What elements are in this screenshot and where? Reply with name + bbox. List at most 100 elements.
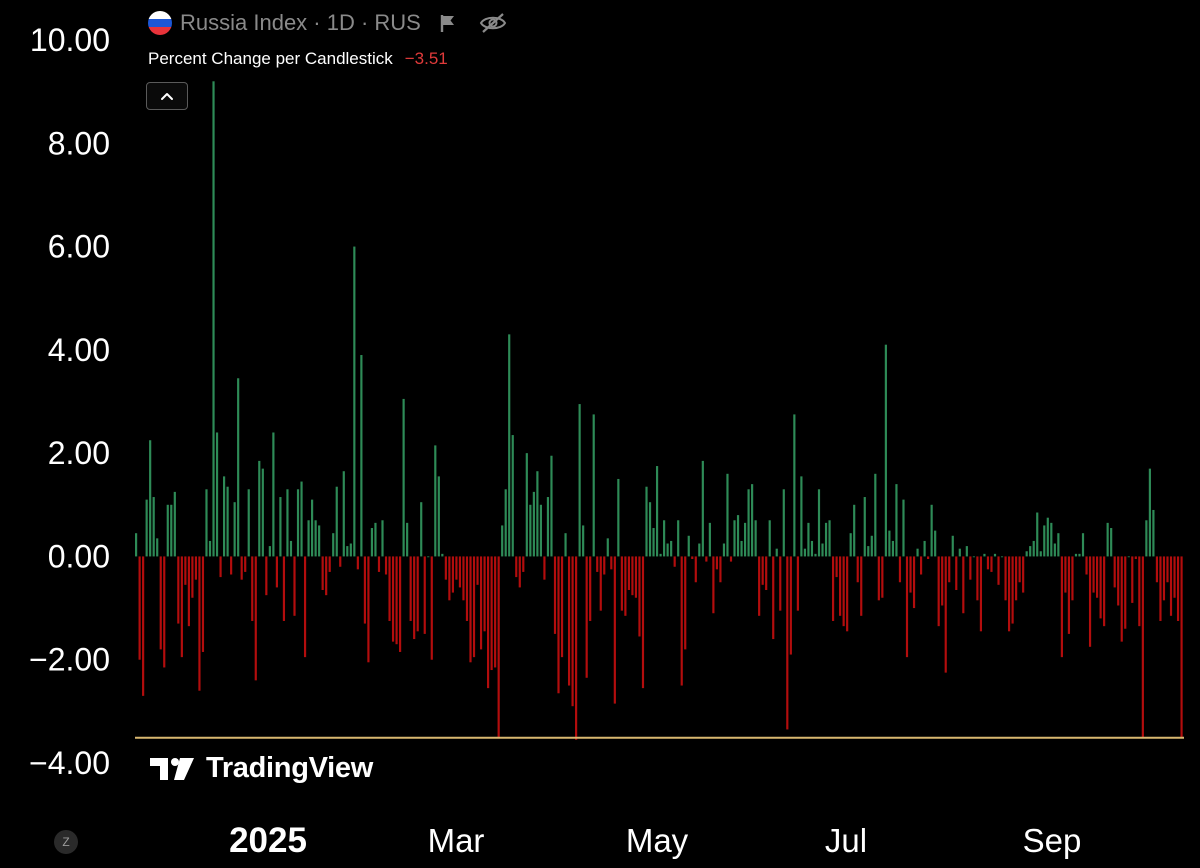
bar [624, 556, 627, 616]
bar [803, 548, 807, 557]
bar [511, 435, 514, 557]
bar [701, 460, 704, 557]
bar [1050, 522, 1053, 557]
bar [789, 556, 792, 655]
indicator-legend[interactable]: Percent Change per Candlestick −3.51 [148, 49, 448, 69]
zoom-badge[interactable]: Z [54, 830, 78, 854]
collapse-legend-button[interactable] [146, 82, 188, 110]
bar [687, 535, 690, 557]
bar-series [135, 81, 1183, 740]
bar [247, 489, 250, 557]
bar [927, 556, 930, 560]
bar [159, 556, 162, 650]
bar [666, 543, 669, 557]
bar [965, 546, 968, 557]
bar [1046, 517, 1049, 557]
bar [462, 556, 465, 601]
symbol-title[interactable]: Russia Index · 1D · RUS [180, 10, 421, 35]
bar [1148, 468, 1151, 557]
bar [603, 556, 606, 575]
bar [413, 556, 416, 640]
bar [620, 556, 623, 611]
bar [916, 548, 919, 557]
bar [156, 538, 159, 557]
bar [219, 556, 222, 578]
bar [455, 556, 458, 580]
bar [525, 453, 528, 557]
bar [437, 476, 440, 557]
bar [1060, 556, 1063, 658]
x-tick-label: May [626, 822, 689, 859]
bar [205, 489, 208, 557]
bar [1081, 533, 1085, 557]
bar [634, 556, 638, 598]
bar [761, 556, 764, 585]
bar [230, 556, 233, 575]
bar [694, 556, 697, 583]
bar [208, 540, 212, 557]
bar [786, 556, 789, 730]
bar [314, 520, 317, 557]
flag-icon[interactable] [439, 13, 457, 33]
bar [1127, 556, 1130, 558]
bar [930, 504, 933, 557]
bar [353, 246, 356, 557]
bar [627, 556, 630, 590]
bar [705, 556, 708, 562]
bar [860, 556, 863, 616]
bar [420, 502, 423, 557]
y-tick-label: 4.00 [48, 332, 110, 368]
bar [546, 497, 550, 557]
bar [839, 556, 842, 616]
bar [518, 556, 521, 588]
bar [536, 471, 539, 557]
bar [388, 556, 391, 621]
bar [184, 556, 187, 585]
bar [677, 520, 680, 557]
bar [1113, 556, 1116, 588]
bar [296, 489, 300, 557]
bar [589, 556, 592, 621]
bar [550, 455, 553, 557]
bar [191, 556, 194, 598]
bar [367, 556, 370, 663]
bar [599, 556, 602, 611]
bar [325, 556, 328, 596]
bar [1166, 556, 1169, 583]
bar [402, 398, 405, 557]
bar [912, 556, 916, 609]
x-tick-label: Mar [428, 822, 485, 859]
eye-off-icon[interactable] [479, 12, 507, 34]
bar [684, 556, 687, 650]
bar [902, 499, 905, 557]
bar [1015, 556, 1018, 601]
y-tick-label: 10.00 [30, 22, 110, 58]
bar [381, 520, 384, 557]
bar [708, 522, 711, 557]
bar [497, 556, 500, 738]
bar [275, 556, 278, 588]
bar [374, 522, 377, 557]
bar [793, 414, 796, 557]
bar [409, 556, 412, 621]
bar [1067, 556, 1071, 634]
bar [610, 556, 613, 570]
bar [990, 556, 993, 572]
bar [638, 556, 641, 637]
bar [659, 553, 662, 557]
bar [578, 404, 581, 557]
bar [1000, 556, 1004, 558]
bar [476, 556, 479, 585]
bar [673, 556, 676, 567]
bar [740, 540, 743, 557]
bar [198, 556, 201, 691]
bar [318, 525, 321, 557]
bar [691, 556, 694, 560]
bar [201, 556, 205, 652]
bar [747, 489, 750, 557]
bar [648, 502, 652, 557]
bar [663, 520, 666, 557]
bar [1152, 509, 1155, 557]
bar [501, 525, 504, 557]
